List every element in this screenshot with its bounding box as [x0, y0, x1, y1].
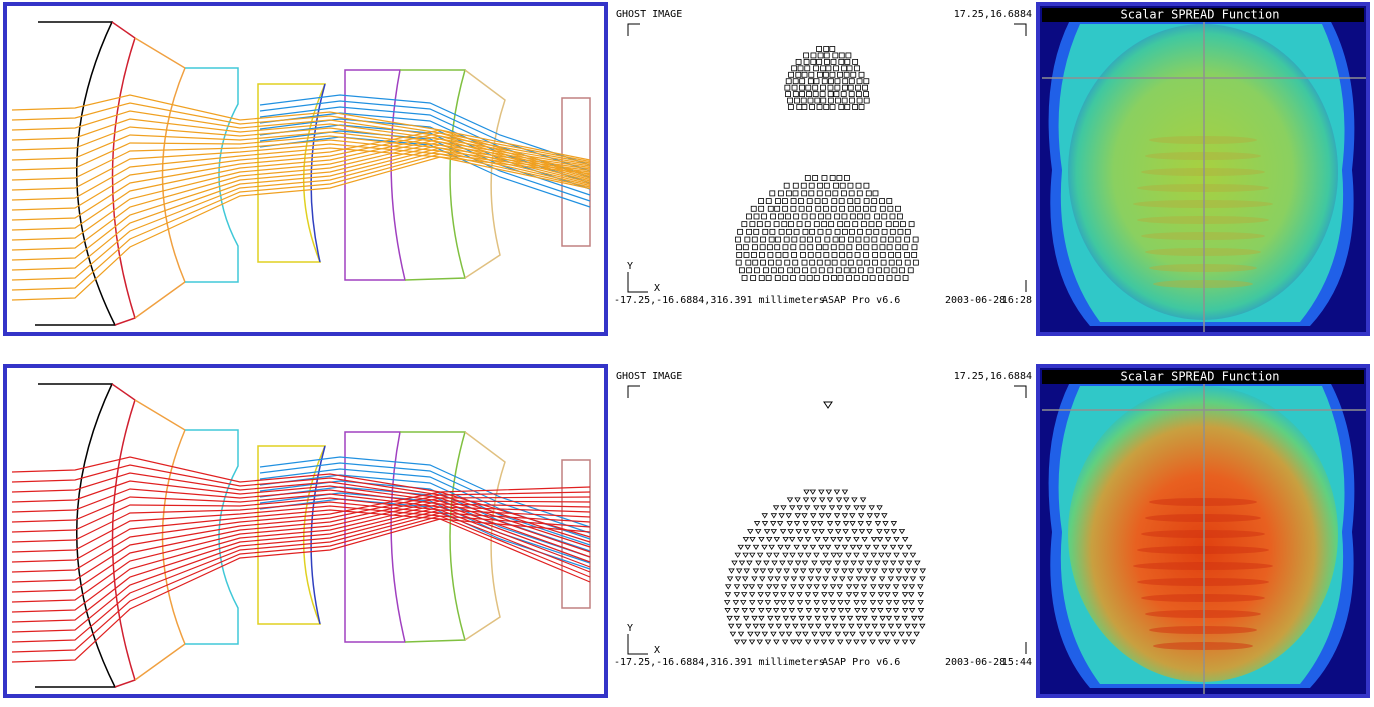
- axis-x-label: X: [654, 645, 660, 656]
- heat-band: [1141, 530, 1265, 538]
- ray-trace-panel: [5, 4, 606, 334]
- page: {"rows": [ {"ghost_image": {"title": "GH…: [0, 0, 1374, 707]
- axis-y-label: Y: [627, 261, 633, 272]
- ghost-footer-mid: ASAP Pro v6.6: [822, 657, 900, 668]
- heat-band: [1137, 578, 1269, 586]
- axis-y-label: Y: [627, 623, 633, 634]
- ghost-footer-left: -17.25,-16.6884,316.391 millimeters: [614, 295, 825, 306]
- heat-band: [1141, 168, 1265, 176]
- spread-function-panel: Scalar SPREAD Function: [1038, 366, 1368, 696]
- ghost-footer-mid: ASAP Pro v6.6: [822, 295, 900, 306]
- ghost-footer-date: 2003-06-28: [945, 295, 1005, 306]
- ghost-footer-time: 15:44: [1002, 657, 1032, 668]
- axis-x-label: X: [654, 283, 660, 294]
- heat-band: [1133, 562, 1273, 570]
- figure: GHOST IMAGE17.25,16.6884YX-17.25,-16.688…: [0, 0, 1374, 707]
- spread-title: Scalar SPREAD Function: [1121, 370, 1280, 384]
- ghost-corner: 17.25,16.6884: [954, 371, 1032, 382]
- ghost-title: GHOST IMAGE: [616, 371, 682, 382]
- spread-function-panel: Scalar SPREAD Function: [1038, 4, 1368, 334]
- ghost-footer-left: -17.25,-16.6884,316.391 millimeters: [614, 657, 825, 668]
- heat-band: [1145, 248, 1261, 256]
- figure-row: GHOST IMAGE 17.25,16.6884 Y X-17.25,-16.688…: [5, 4, 1368, 334]
- ghost-footer-time: 16:28: [1002, 295, 1032, 306]
- ghost-image-panel: GHOST IMAGE 17.25,16.6884 Y X-17.25,-16.688…: [609, 366, 1037, 696]
- heat-band: [1145, 152, 1261, 160]
- ghost-image-panel: GHOST IMAGE 17.25,16.6884 Y X-17.25,-16.688…: [609, 4, 1037, 334]
- heat-band: [1149, 264, 1257, 272]
- heat-band: [1149, 626, 1257, 634]
- ghost-title: GHOST IMAGE: [616, 9, 682, 20]
- heat-band: [1149, 136, 1257, 144]
- heat-band: [1141, 594, 1265, 602]
- spread-title: Scalar SPREAD Function: [1121, 8, 1280, 22]
- heat-band: [1137, 184, 1269, 192]
- heat-band: [1137, 546, 1269, 554]
- ray-trace-panel: [5, 366, 606, 696]
- heat-band: [1145, 610, 1261, 618]
- heat-band: [1137, 216, 1269, 224]
- ghost-footer-date: 2003-06-28: [945, 657, 1005, 668]
- heat-band: [1133, 200, 1273, 208]
- figure-row: GHOST IMAGE 17.25,16.6884 Y X-17.25,-16.688…: [5, 366, 1368, 696]
- heat-band: [1153, 280, 1253, 288]
- heat-band: [1153, 642, 1253, 650]
- heat-band: [1141, 232, 1265, 240]
- heat-band: [1145, 514, 1261, 522]
- ghost-corner: 17.25,16.6884: [954, 9, 1032, 20]
- heat-band: [1149, 498, 1257, 506]
